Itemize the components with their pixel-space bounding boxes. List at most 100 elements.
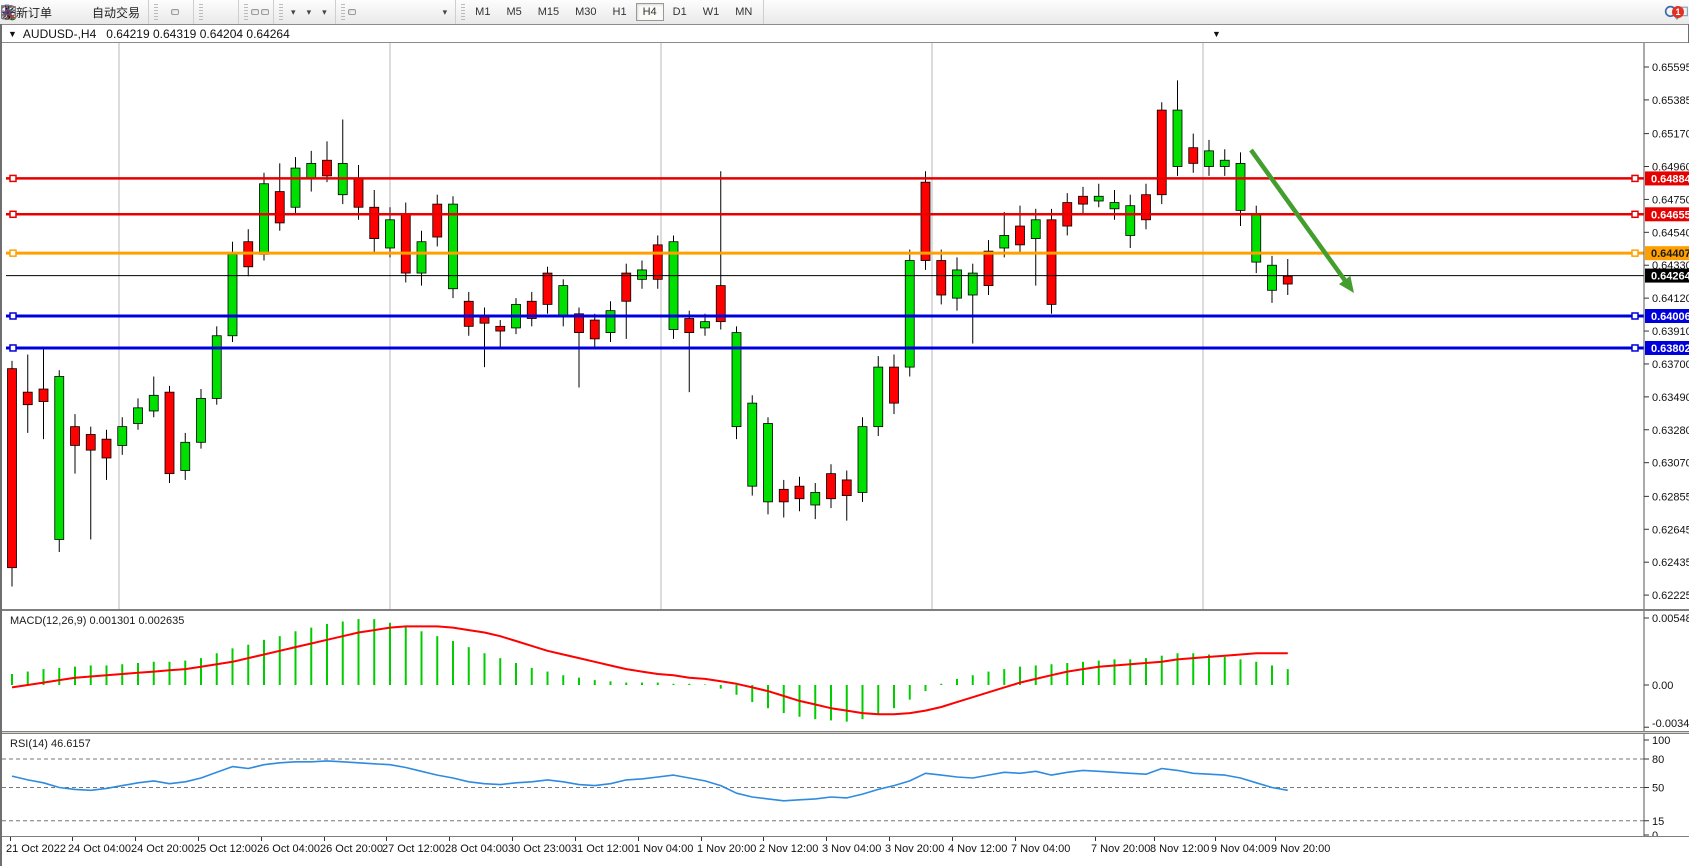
line-chart-button[interactable] <box>1 6 189 17</box>
rsi-panel[interactable]: 100 80 50 15 0 <box>2 734 1689 836</box>
periods-clock-dropdown-icon[interactable]: ▾ <box>306 6 312 17</box>
candle <box>810 483 821 520</box>
toolbar-grip[interactable] <box>279 4 284 20</box>
line-handle[interactable] <box>9 174 17 183</box>
new-order-button[interactable]: 新订单 <box>1 1 56 24</box>
rsi-level-lines <box>2 758 1644 822</box>
timeframe-h4[interactable]: H4 <box>635 3 664 21</box>
timeframe-mn[interactable]: MN <box>735 6 753 18</box>
candle <box>605 301 616 343</box>
cursor-button[interactable] <box>5 4 356 19</box>
candle <box>778 479 789 518</box>
chart-shift-marker-icon[interactable]: ▼ <box>1212 29 1221 39</box>
time-axis[interactable]: 21 Oct 2022 24 Oct 04:00 24 Oct 20:00 25 Oc… <box>2 836 1689 866</box>
candle <box>448 196 458 299</box>
templates-button[interactable]: ▾ <box>1 4 331 21</box>
chat-button[interactable]: 1 <box>1672 6 1688 20</box>
line-handle[interactable] <box>1631 174 1639 183</box>
candle <box>747 395 758 496</box>
timeframe-h1[interactable]: H1 <box>612 6 627 18</box>
line-handle[interactable] <box>9 210 17 219</box>
autoscroll-button[interactable] <box>2 5 260 19</box>
toolbar-grip[interactable] <box>244 4 249 20</box>
macd-axis[interactable]: 0.005488 0.00 -0.003457 <box>1644 613 1689 730</box>
profile-button[interactable] <box>2 5 76 19</box>
time-label: 9 Nov 04:00 <box>1211 843 1271 855</box>
panel-splitter[interactable] <box>2 609 1689 611</box>
add-indicator-dropdown-icon[interactable]: ▾ <box>291 6 296 17</box>
candle <box>621 263 632 339</box>
tile-windows-button[interactable] <box>2 5 234 19</box>
rsi-background <box>2 734 1689 836</box>
rsi-line <box>11 760 1288 802</box>
timeframe-d1[interactable]: D1 <box>672 6 687 18</box>
chart-preview-button[interactable] <box>1 8 66 17</box>
horizontal-line-object[interactable] <box>6 344 1644 352</box>
time-label: 4 Nov 12:00 <box>948 843 1008 855</box>
text-label-icon: T <box>1 6 16 18</box>
macd-panel[interactable]: 0.005488 0.00 -0.003457 <box>2 611 1689 731</box>
svg-text:0.65170: 0.65170 <box>1652 129 1689 141</box>
arrows-button[interactable]: ▾ <box>2 4 452 21</box>
toolbar-grip[interactable] <box>461 4 466 20</box>
timeframe-m5[interactable]: M5 <box>506 6 522 18</box>
vertical-line-button[interactable] <box>7 5 376 19</box>
toolbar-grip[interactable] <box>340 4 345 20</box>
templates-dropdown-icon[interactable]: ▾ <box>322 6 327 17</box>
fibonacci-button[interactable]: F <box>2 6 416 21</box>
timeframe-w1[interactable]: W1 <box>702 6 720 18</box>
line-handle[interactable] <box>9 249 17 257</box>
timeframe-m1[interactable]: M1 <box>475 6 491 18</box>
horizontal-line-object[interactable] <box>6 210 1644 219</box>
timeframe-m15[interactable]: M15 <box>537 6 560 18</box>
horizontal-line-object[interactable] <box>6 249 1644 257</box>
new-order-label: 新订单 <box>16 5 53 20</box>
candles-chart-button[interactable] <box>2 5 180 19</box>
rsi-axis[interactable]: 100 80 50 15 0 <box>1644 735 1670 836</box>
line-handle[interactable] <box>1631 312 1639 320</box>
autotrade-button[interactable]: 自动交易 <box>1 1 144 24</box>
candle <box>999 211 1010 258</box>
horizontal-line-object[interactable] <box>6 174 1644 183</box>
line-handle[interactable] <box>1631 210 1639 219</box>
text-label-button[interactable]: T <box>1 6 436 18</box>
candle <box>101 429 112 480</box>
crosshair-button[interactable] <box>2 5 366 19</box>
svg-text:0.63490: 0.63490 <box>1652 392 1689 404</box>
main-chart-panel[interactable]: 0.65595 0.65385 0.65170 0.64960 0.64750 0.645… <box>2 43 1689 609</box>
candle <box>1046 208 1057 314</box>
add-indicator-button[interactable]: ▾ <box>1 4 300 21</box>
trend-arrow-object[interactable] <box>1249 148 1354 293</box>
line-handle[interactable] <box>1631 249 1639 257</box>
toolbar-grip[interactable] <box>199 4 204 20</box>
chart-menu-dropdown-icon[interactable]: ▼ <box>8 28 17 39</box>
panel-splitter[interactable] <box>2 731 1689 734</box>
notification-badge: 1 <box>1672 6 1684 18</box>
zoom-out-button[interactable] <box>1 5 224 20</box>
arrows-dropdown-icon[interactable]: ▾ <box>442 6 448 17</box>
text-button[interactable]: A <box>4 6 426 19</box>
bars-chart-button[interactable] <box>2 6 169 19</box>
line-handle[interactable] <box>9 312 17 320</box>
price-axis[interactable]: 0.65595 0.65385 0.65170 0.64960 0.64750 0.645… <box>1644 62 1689 609</box>
axis-background <box>1645 734 1689 836</box>
chart-shift-button[interactable] <box>2 5 270 19</box>
chart-window: ▼ AUDUSD-,H4 0.64219 0.64319 0.64204 0.6… <box>0 24 1689 866</box>
candle <box>117 417 128 455</box>
zoom-in-button[interactable] <box>1 5 214 20</box>
line-handle[interactable] <box>1631 344 1639 352</box>
horizontal-line-object[interactable] <box>6 312 1644 320</box>
svg-text:0.64655: 0.64655 <box>1651 209 1689 221</box>
time-label: 31 Oct 12:00 <box>571 843 634 855</box>
trendline-button[interactable] <box>2 6 396 18</box>
candle <box>211 326 222 405</box>
line-handle[interactable] <box>9 344 17 352</box>
periods-clock-button[interactable]: ▾ <box>1 4 316 21</box>
equidistant-channel-button[interactable]: E <box>1 5 406 21</box>
toolbar-grip[interactable] <box>154 4 159 20</box>
search-button[interactable] <box>1662 5 1679 20</box>
signal-button[interactable] <box>1 6 86 18</box>
timeframe-m30[interactable]: M30 <box>575 6 597 18</box>
macd-background <box>2 611 1689 731</box>
horizontal-line-button[interactable] <box>2 9 386 15</box>
